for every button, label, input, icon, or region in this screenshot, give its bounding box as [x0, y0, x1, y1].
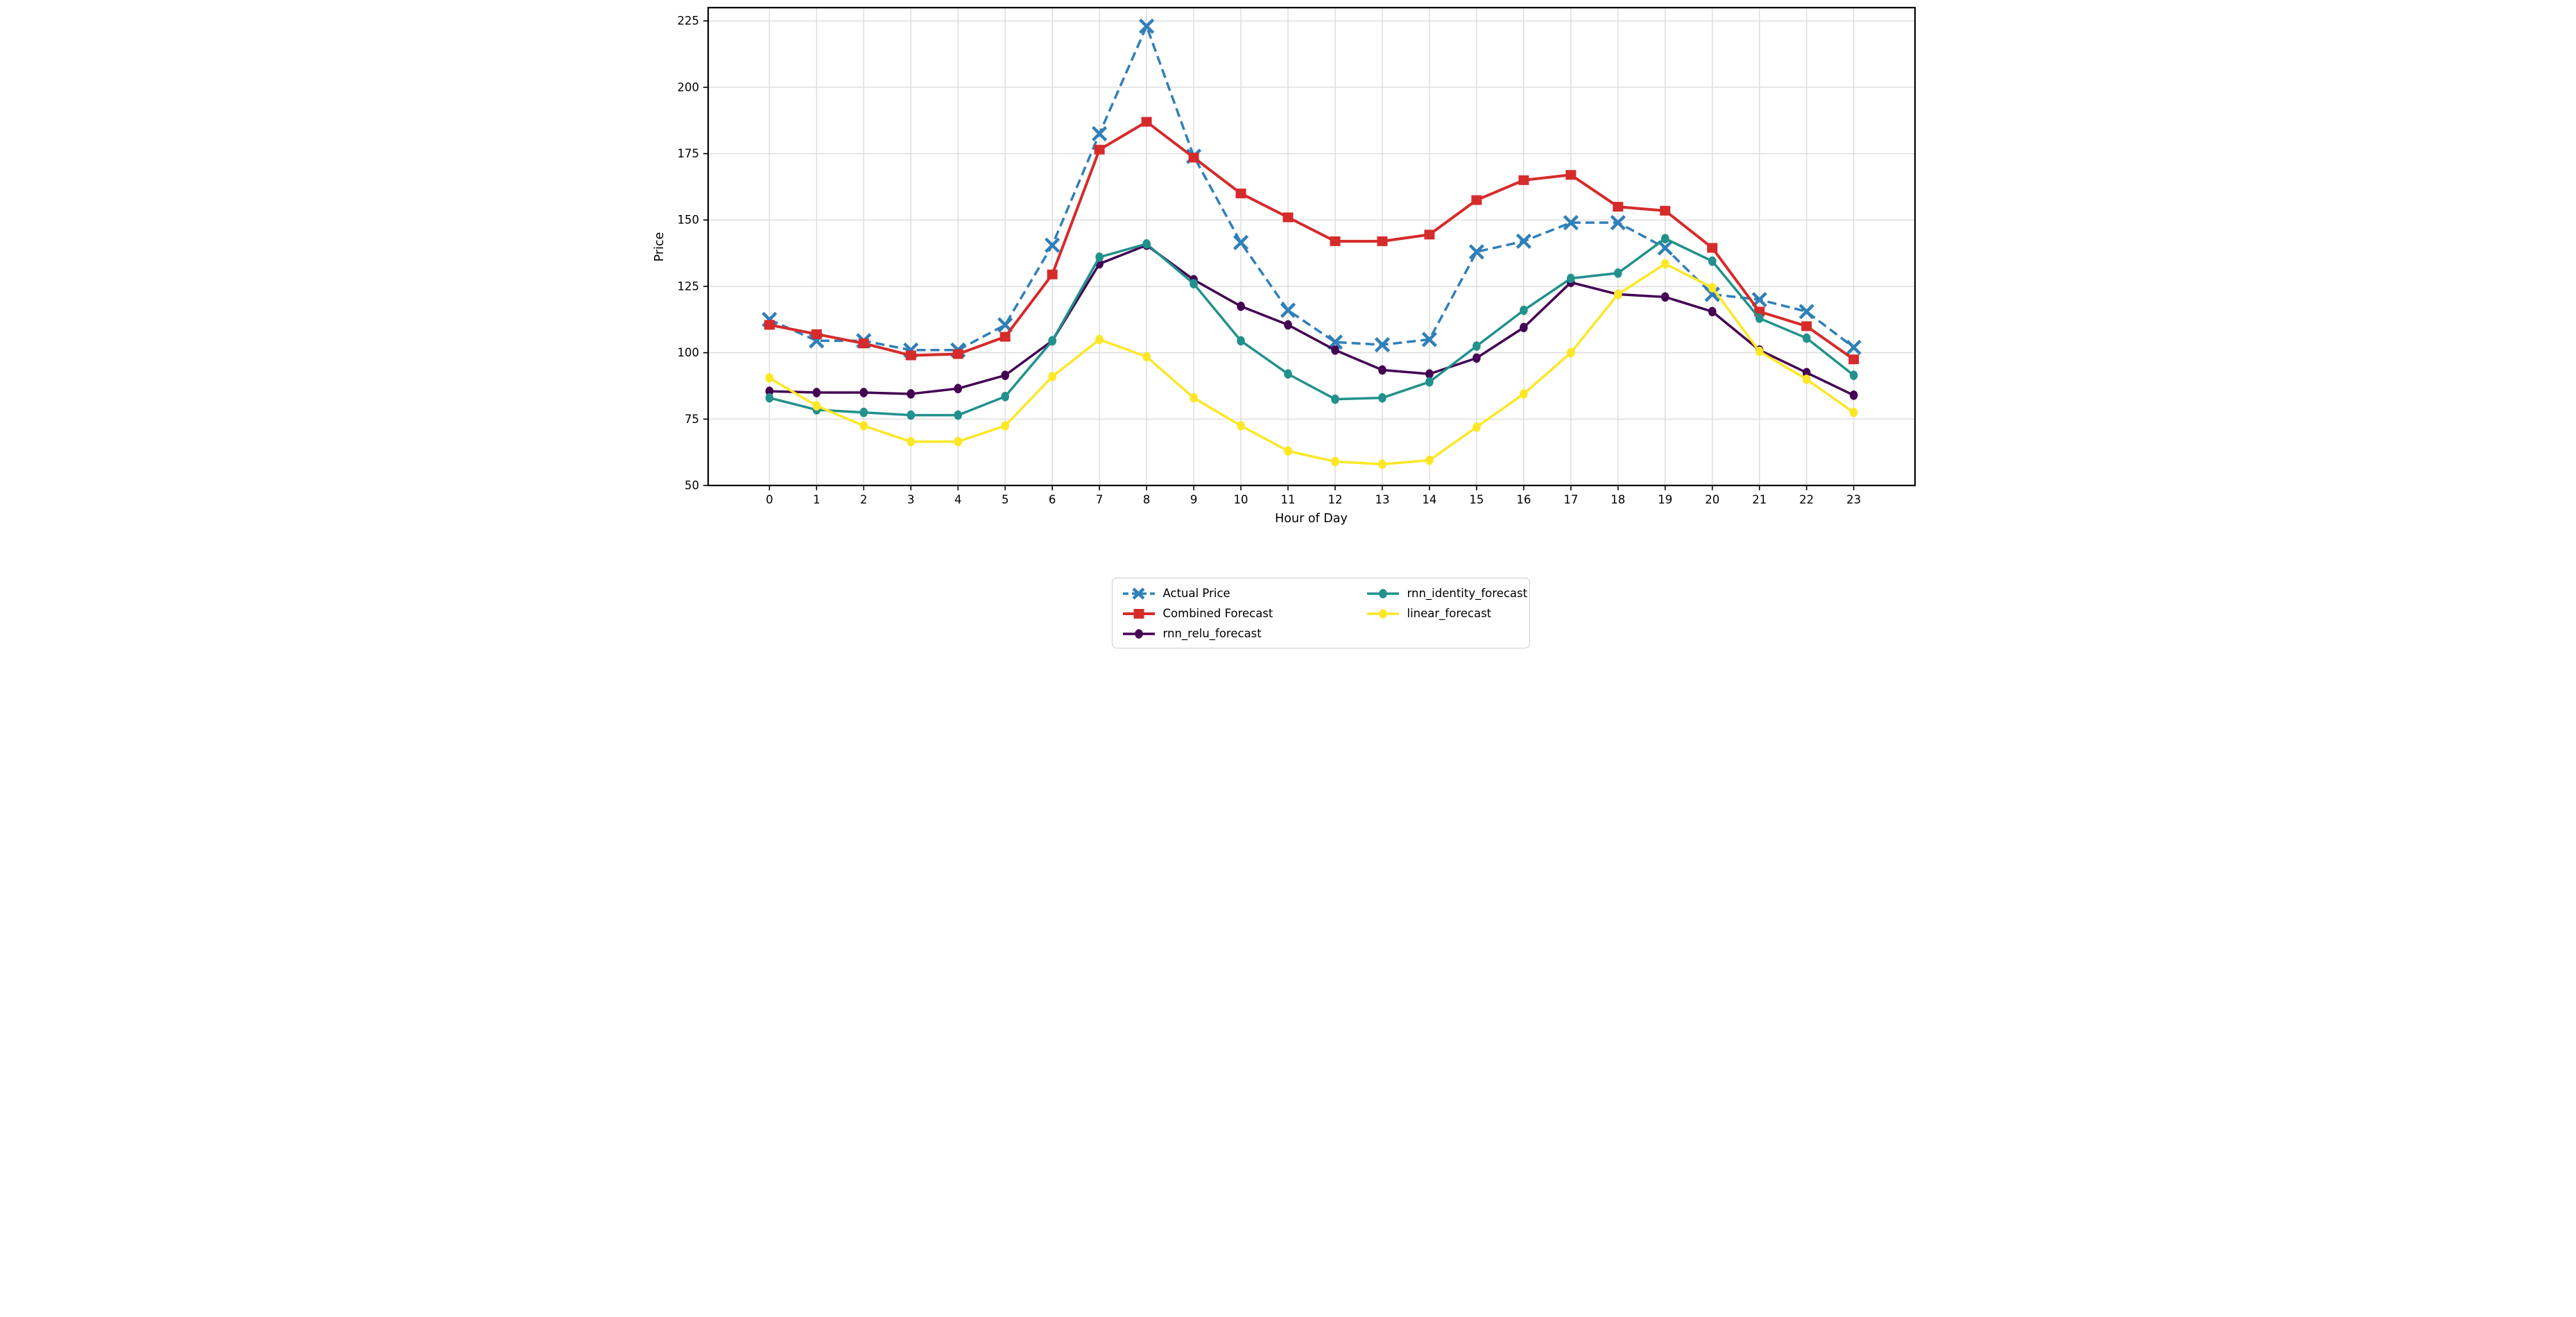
circle-marker-icon	[1366, 588, 1399, 599]
figure: 0 1 2 3 4 5 6 7 8 9 10 11 12 13 14 15 16 17 18 19 20 21 22 23 50…	[644, 0, 1932, 659]
series-rnn-relu-forecast	[765, 240, 1857, 400]
legend-label: rnn_identity_forecast	[1407, 587, 1528, 600]
y-tick-label: 150	[677, 214, 699, 227]
x-tick-label: 3	[907, 493, 915, 506]
x-tick-label: 7	[1095, 493, 1103, 506]
legend-label: linear_forecast	[1407, 607, 1492, 620]
x-tick-label: 22	[1799, 493, 1814, 506]
x-tick-label: 0	[766, 493, 773, 506]
x-tick-label: 6	[1048, 493, 1056, 506]
y-tick-label: 75	[685, 413, 699, 426]
y-tick-label: 100	[677, 346, 699, 359]
x-tick-label: 10	[1233, 493, 1248, 506]
legend: Actual Price Combined Forecast rnn_relu_fo…	[1111, 578, 1530, 648]
x-marker-icon	[1122, 587, 1155, 600]
x-tick-label: 11	[1280, 493, 1295, 506]
x-axis-ticks: 0 1 2 3 4 5 6 7 8 9 10 11 12 13 14 15 16 17 18 19 20 21 22 23	[766, 485, 1861, 506]
x-tick-label: 20	[1705, 493, 1719, 506]
x-tick-label: 5	[1001, 493, 1008, 506]
x-tick-label: 14	[1422, 493, 1436, 506]
y-axis-ticks: 50 75 100 125 150 175 200 225	[677, 15, 708, 492]
circle-marker-icon	[1122, 628, 1155, 639]
x-axis-label: Hour of Day	[1275, 512, 1348, 526]
x-tick-label: 23	[1846, 493, 1861, 506]
square-marker-icon	[1122, 608, 1155, 619]
legend-item-rnn-identity-forecast: rnn_identity_forecast	[1366, 585, 1528, 603]
x-tick-label: 12	[1328, 493, 1342, 506]
x-tick-label: 18	[1611, 493, 1625, 506]
legend-item-combined-forecast: Combined Forecast	[1122, 605, 1366, 623]
x-tick-label: 13	[1375, 493, 1389, 506]
x-tick-label: 21	[1752, 493, 1767, 506]
y-tick-label: 200	[677, 80, 699, 94]
legend-item-rnn-relu-forecast: rnn_relu_forecast	[1122, 625, 1366, 643]
series-linear-forecast	[765, 259, 1857, 470]
x-tick-label: 15	[1469, 493, 1484, 506]
x-tick-label: 2	[860, 493, 868, 506]
x-tick-label: 1	[813, 493, 821, 506]
circle-marker-icon	[1366, 608, 1399, 619]
y-tick-label: 125	[677, 279, 699, 293]
legend-item-linear-forecast: linear_forecast	[1366, 605, 1528, 623]
y-tick-label: 175	[677, 147, 699, 160]
legend-label: Combined Forecast	[1162, 607, 1273, 620]
y-tick-label: 50	[685, 479, 699, 492]
x-tick-label: 4	[954, 493, 961, 506]
legend-item-actual-price: Actual Price	[1122, 585, 1366, 603]
x-tick-label: 17	[1563, 493, 1578, 506]
y-axis-label: Price	[652, 232, 667, 262]
x-tick-label: 19	[1658, 493, 1672, 506]
x-tick-label: 16	[1516, 493, 1531, 506]
x-tick-label: 8	[1142, 493, 1150, 506]
series-combined-forecast	[764, 117, 1859, 365]
x-tick-label: 9	[1190, 493, 1197, 506]
plot-border	[707, 6, 1916, 487]
legend-label: rnn_relu_forecast	[1162, 627, 1262, 640]
legend-label: Actual Price	[1162, 587, 1230, 600]
y-tick-label: 225	[677, 15, 699, 28]
price-forecast-chart: 0 1 2 3 4 5 6 7 8 9 10 11 12 13 14 15 16 17 18 19 20 21 22 2350…	[677, 6, 1916, 506]
